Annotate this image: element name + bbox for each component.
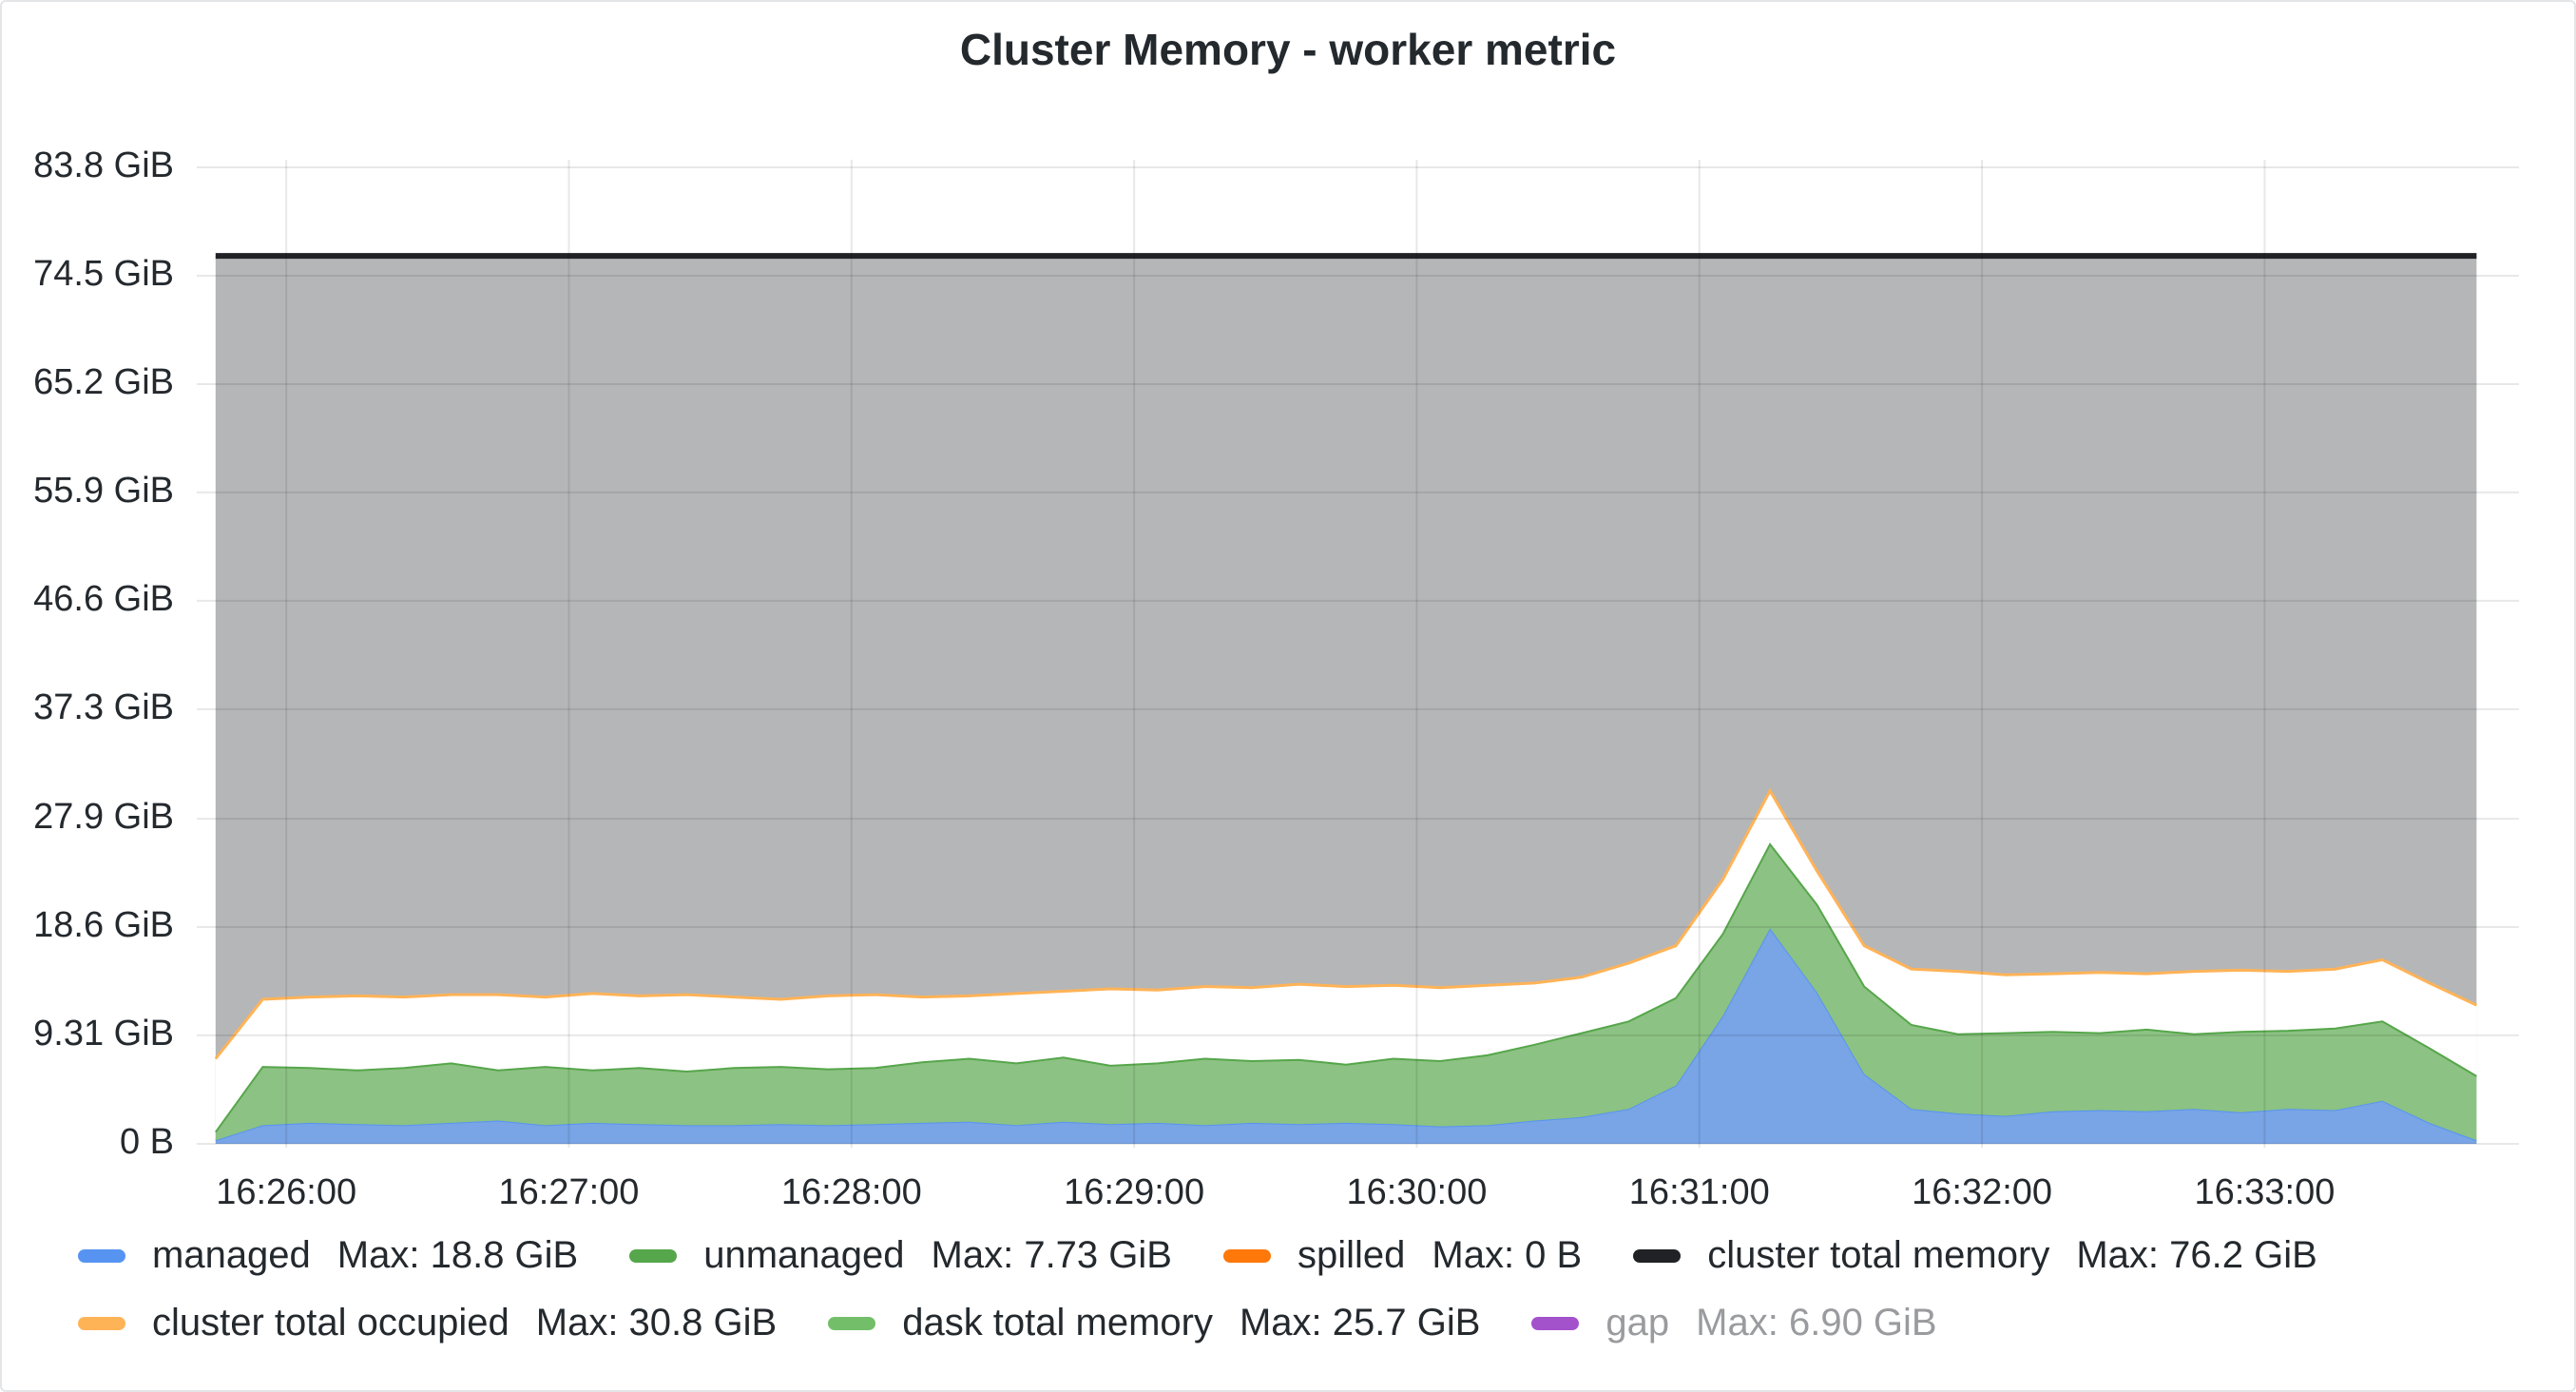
- legend-swatch: [828, 1316, 876, 1330]
- legend-swatch: [629, 1248, 678, 1263]
- legend-stat: Max: 0 B: [1432, 1234, 1583, 1276]
- legend-item[interactable]: gap Max: 6.90 GiB: [1531, 1302, 1937, 1344]
- legend-item[interactable]: dask total memory Max: 25.7 GiB: [828, 1302, 1480, 1344]
- legend-label: cluster total occupied: [152, 1302, 509, 1344]
- legend-stat: Max: 25.7 GiB: [1239, 1302, 1481, 1344]
- y-tick-label: 37.3 GiB: [33, 687, 174, 727]
- y-tick-label: 46.6 GiB: [33, 579, 174, 619]
- area-fill: [215, 844, 2477, 1141]
- x-tick-label: 16:32:00: [1912, 1172, 2052, 1212]
- y-tick-label: 18.6 GiB: [33, 905, 174, 945]
- legend-item[interactable]: spilled Max: 0 B: [1222, 1234, 1583, 1277]
- series-line: [214, 787, 2478, 1060]
- legend-item[interactable]: cluster total memory Max: 76.2 GiB: [1633, 1234, 2317, 1277]
- legend-swatch: [1531, 1316, 1580, 1330]
- y-tick-label: 74.5 GiB: [33, 254, 174, 294]
- y-tick-label: 65.2 GiB: [33, 362, 174, 402]
- legend-stat: Max: 30.8 GiB: [535, 1302, 778, 1344]
- legend-stat: Max: 7.73 GiB: [931, 1234, 1172, 1276]
- chart: Cluster Memory - worker metric 0 B 9.31 G…: [33, 25, 2519, 1212]
- legend-swatch: [1222, 1248, 1271, 1263]
- x-tick-label: 16:28:00: [781, 1172, 922, 1212]
- x-tick-label: 16:29:00: [1064, 1172, 1204, 1212]
- series-line: [214, 842, 2477, 1133]
- y-tick-label: 9.31 GiB: [33, 1014, 174, 1054]
- legend-stat: Max: 18.8 GiB: [336, 1234, 579, 1276]
- legend-label: managed: [152, 1234, 311, 1276]
- area-fill: [215, 256, 2477, 1145]
- legend-item[interactable]: unmanaged Max: 7.73 GiB: [629, 1234, 1172, 1277]
- chart-title: Cluster Memory - worker metric: [960, 25, 1616, 74]
- y-tick-label: 0 B: [120, 1122, 174, 1162]
- x-tick-label: 16:26:00: [216, 1172, 356, 1212]
- legend-label: gap: [1605, 1302, 1670, 1344]
- legend: managed Max: 18.8 GiB unmanaged Max: 7.73 G…: [78, 1234, 2435, 1344]
- legend-swatch: [78, 1316, 125, 1330]
- legend-label: unmanaged: [703, 1234, 905, 1276]
- legend-swatch: [78, 1248, 125, 1263]
- x-tick-label: 16:33:00: [2194, 1172, 2335, 1212]
- y-tick-label: 55.9 GiB: [33, 471, 174, 511]
- legend-item[interactable]: cluster total occupied Max: 30.8 GiB: [78, 1302, 777, 1344]
- y-tick-label: 27.9 GiB: [33, 797, 174, 837]
- legend-item[interactable]: managed Max: 18.8 GiB: [78, 1234, 578, 1277]
- legend-stat: Max: 6.90 GiB: [1696, 1302, 1937, 1344]
- x-tick-label: 16:30:00: [1346, 1172, 1487, 1212]
- legend-swatch: [1633, 1248, 1682, 1263]
- legend-label: dask total memory: [902, 1302, 1213, 1344]
- x-tick-label: 16:27:00: [499, 1172, 640, 1212]
- area-fill: [215, 928, 2477, 1144]
- legend-stat: Max: 76.2 GiB: [2076, 1234, 2317, 1276]
- legend-label: spilled: [1297, 1234, 1406, 1276]
- legend-label: cluster total memory: [1707, 1234, 2050, 1276]
- x-tick-label: 16:31:00: [1629, 1172, 1770, 1212]
- y-tick-label: 83.8 GiB: [33, 145, 174, 185]
